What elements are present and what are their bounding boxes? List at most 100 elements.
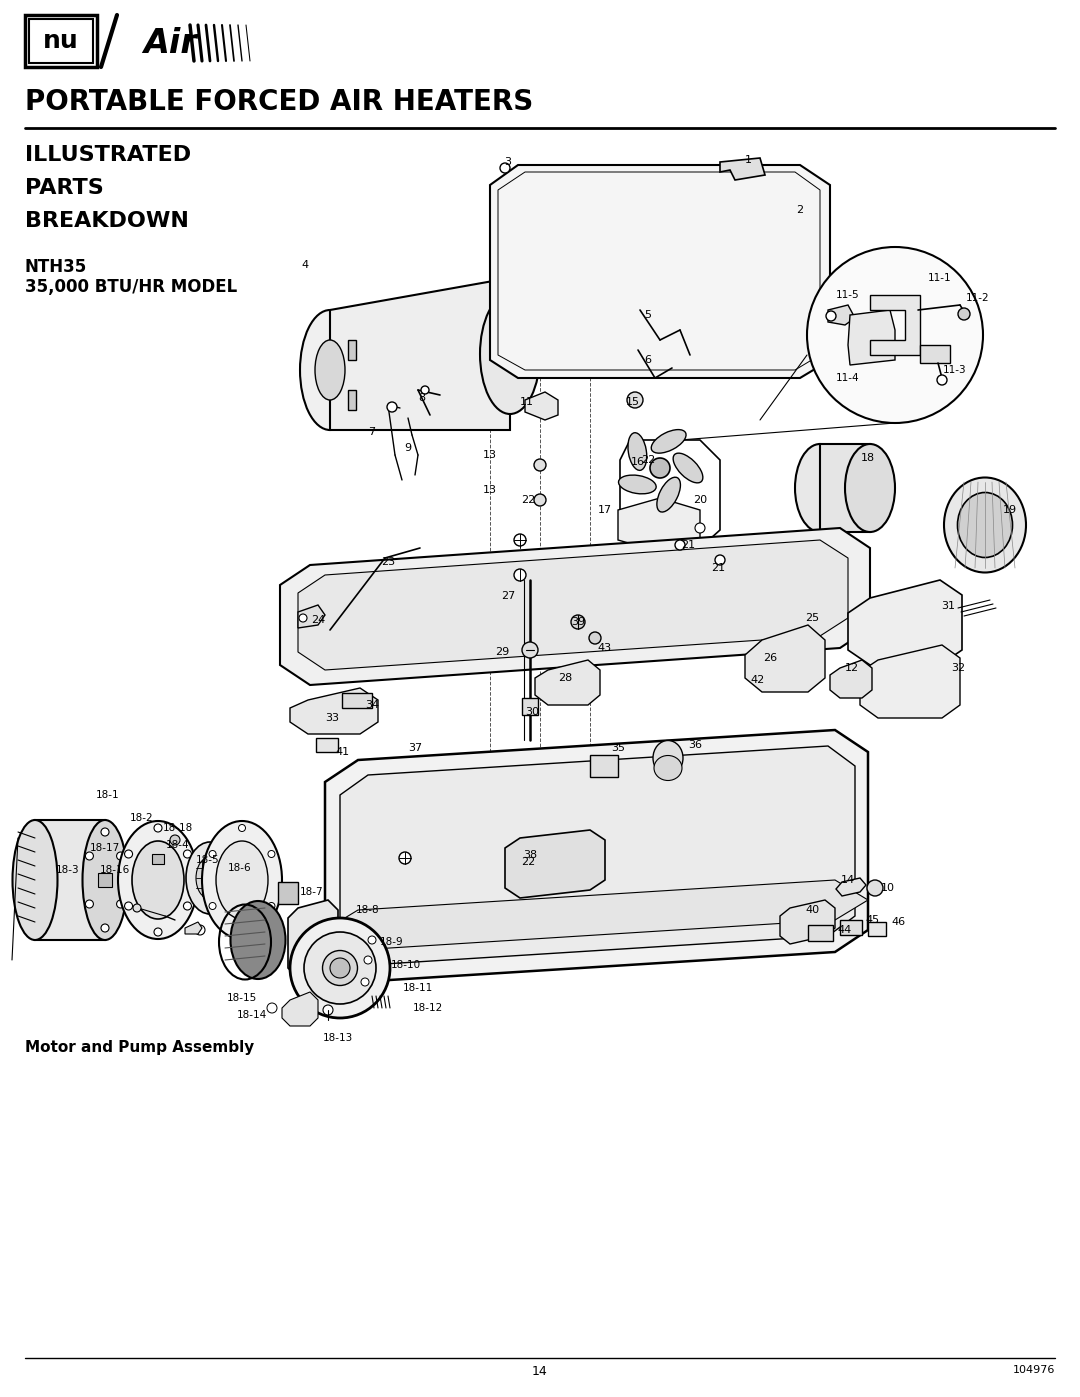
Text: 35: 35: [611, 743, 625, 753]
Text: 14: 14: [532, 1365, 548, 1377]
Circle shape: [117, 852, 124, 861]
Circle shape: [534, 460, 546, 471]
Ellipse shape: [82, 820, 127, 940]
Text: 8: 8: [418, 393, 426, 402]
Text: 18-2: 18-2: [131, 813, 153, 823]
Circle shape: [421, 386, 429, 394]
Text: 21: 21: [711, 563, 725, 573]
Text: 11: 11: [519, 397, 534, 407]
Polygon shape: [522, 698, 538, 715]
Text: NTH35: NTH35: [25, 258, 87, 277]
Bar: [808, 925, 833, 942]
Polygon shape: [291, 687, 378, 733]
Ellipse shape: [654, 756, 681, 781]
Circle shape: [268, 851, 275, 858]
Ellipse shape: [619, 475, 657, 493]
Text: 44: 44: [838, 925, 852, 935]
Polygon shape: [720, 158, 765, 180]
Circle shape: [210, 902, 216, 909]
Circle shape: [958, 307, 970, 320]
Circle shape: [650, 458, 670, 478]
Polygon shape: [340, 746, 855, 965]
Ellipse shape: [195, 856, 224, 900]
Polygon shape: [831, 659, 872, 698]
Text: 18-3: 18-3: [56, 865, 80, 875]
Bar: [278, 882, 298, 904]
Bar: [152, 854, 164, 863]
Bar: [29, 20, 93, 63]
Circle shape: [514, 534, 526, 546]
Circle shape: [715, 555, 725, 564]
Polygon shape: [330, 278, 510, 430]
Polygon shape: [185, 922, 202, 935]
Circle shape: [500, 163, 510, 173]
Polygon shape: [525, 393, 558, 420]
Circle shape: [154, 928, 162, 936]
Polygon shape: [535, 659, 600, 705]
Text: 42: 42: [751, 675, 765, 685]
Ellipse shape: [118, 821, 198, 939]
Text: 19: 19: [1003, 504, 1017, 515]
Bar: [348, 390, 356, 409]
Text: 18-14: 18-14: [237, 1010, 267, 1020]
Text: 3: 3: [504, 156, 512, 168]
Text: 9: 9: [404, 443, 411, 453]
Bar: [348, 339, 356, 360]
Polygon shape: [820, 444, 870, 532]
Text: 2: 2: [796, 205, 804, 215]
Text: 18-1: 18-1: [96, 789, 120, 800]
Bar: [342, 693, 372, 708]
Text: 18-11: 18-11: [403, 983, 433, 993]
Circle shape: [826, 312, 836, 321]
Text: 14: 14: [841, 875, 855, 886]
Text: 18-12: 18-12: [413, 1003, 443, 1013]
Ellipse shape: [315, 339, 345, 400]
Ellipse shape: [821, 446, 859, 518]
Text: 45: 45: [865, 915, 879, 925]
Text: 35,000 BTU/HR MODEL: 35,000 BTU/HR MODEL: [25, 278, 238, 296]
Circle shape: [102, 828, 109, 835]
Text: 18-10: 18-10: [391, 960, 421, 970]
Text: 38: 38: [523, 849, 537, 861]
Polygon shape: [780, 900, 835, 944]
Circle shape: [368, 936, 376, 944]
Text: 40: 40: [805, 905, 819, 915]
Text: 18-6: 18-6: [228, 863, 252, 873]
Text: 13: 13: [483, 485, 497, 495]
Circle shape: [268, 902, 275, 909]
Text: 22: 22: [521, 495, 535, 504]
Text: 18-15: 18-15: [227, 993, 257, 1003]
Polygon shape: [325, 731, 868, 982]
Circle shape: [124, 902, 133, 909]
Ellipse shape: [300, 310, 360, 430]
Text: 18-13: 18-13: [323, 1032, 353, 1044]
Circle shape: [117, 900, 124, 908]
Polygon shape: [298, 541, 848, 671]
Ellipse shape: [673, 453, 703, 483]
Text: 15: 15: [626, 397, 640, 407]
Polygon shape: [35, 820, 105, 940]
Text: 18-4: 18-4: [166, 840, 190, 849]
Circle shape: [589, 631, 600, 644]
Polygon shape: [325, 880, 868, 950]
Bar: [98, 873, 112, 887]
Polygon shape: [282, 992, 318, 1025]
Polygon shape: [298, 605, 325, 629]
Circle shape: [323, 1004, 333, 1016]
Text: 24: 24: [311, 615, 325, 624]
Circle shape: [330, 958, 350, 978]
Circle shape: [399, 852, 411, 863]
Circle shape: [807, 247, 983, 423]
Polygon shape: [860, 645, 960, 718]
Bar: [316, 738, 338, 752]
Circle shape: [654, 525, 665, 535]
Polygon shape: [490, 165, 831, 379]
Text: 13: 13: [483, 450, 497, 460]
Text: 18-18: 18-18: [163, 823, 193, 833]
Text: 18-9: 18-9: [380, 937, 404, 947]
Circle shape: [184, 849, 191, 858]
Text: 18-8: 18-8: [356, 905, 380, 915]
Text: 12: 12: [845, 664, 859, 673]
Bar: [840, 921, 862, 935]
Text: BREAKDOWN: BREAKDOWN: [25, 211, 189, 231]
